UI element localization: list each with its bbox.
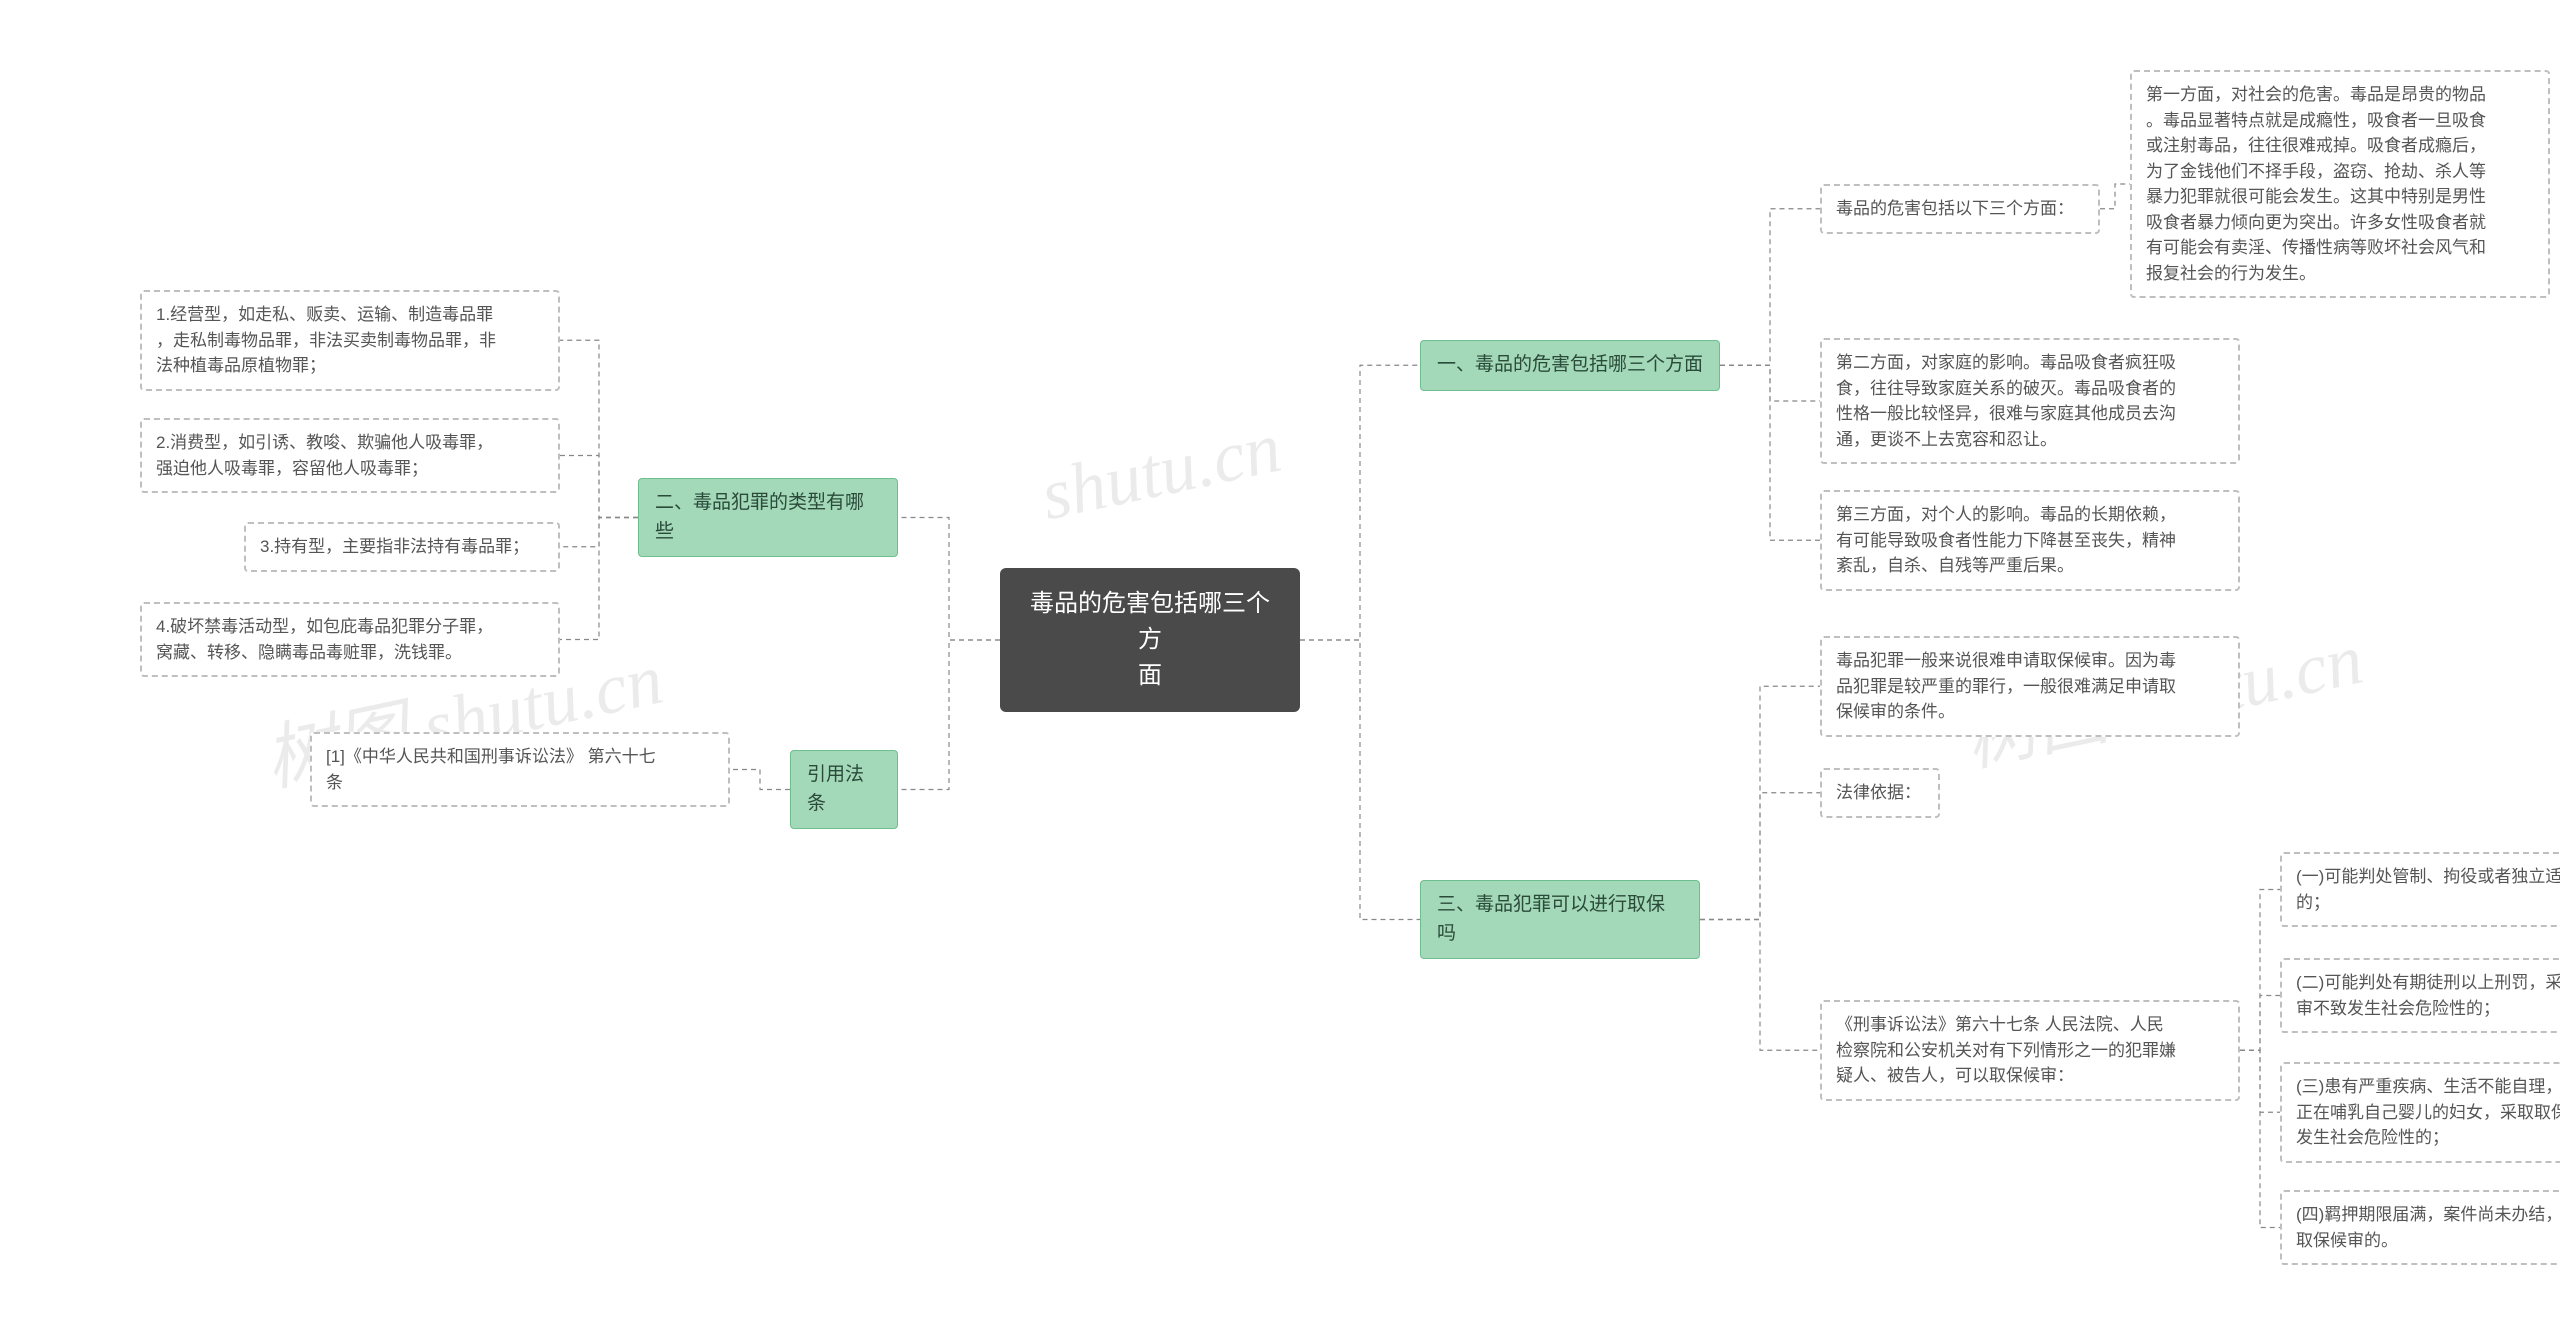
branch-b1: 一、毒品的危害包括哪三个方面: [1420, 340, 1720, 391]
leaf-b3c2: 法律依据：: [1820, 768, 1940, 818]
branch-bLaw: 引用法条: [790, 750, 898, 829]
leaf-b3c3: 《刑事诉讼法》第六十七条 人民法院、人民 检察院和公安机关对有下列情形之一的犯罪…: [1820, 1000, 2240, 1101]
leaf-b1c1: 毒品的危害包括以下三个方面：: [1820, 184, 2100, 234]
leaf-bLawC1: [1]《中华人民共和国刑事诉讼法》 第六十七 条: [310, 732, 730, 807]
leaf-b3c1: 毒品犯罪一般来说很难申请取保候审。因为毒 品犯罪是较严重的罪行，一般很难满足申请…: [1820, 636, 2240, 737]
leaf-b1c3: 第三方面，对个人的影响。毒品的长期依赖， 有可能导致吸食者性能力下降甚至丧失，精…: [1820, 490, 2240, 591]
leaf-b2c1: 1.经营型，如走私、贩卖、运输、制造毒品罪 ，走私制毒物品罪，非法买卖制毒物品罪…: [140, 290, 560, 391]
leaf-b3c3a: (一)可能判处管制、拘役或者独立适用附加刑 的；: [2280, 852, 2560, 927]
leaf-b1c1a: 第一方面，对社会的危害。毒品是昂贵的物品 。毒品显著特点就是成瘾性，吸食者一旦吸…: [2130, 70, 2550, 298]
root-node: 毒品的危害包括哪三个方 面: [1000, 568, 1300, 712]
leaf-b2c2: 2.消费型，如引诱、教唆、欺骗他人吸毒罪， 强迫他人吸毒罪，容留他人吸毒罪；: [140, 418, 560, 493]
leaf-b1c2: 第二方面，对家庭的影响。毒品吸食者疯狂吸 食，往往导致家庭关系的破灭。毒品吸食者…: [1820, 338, 2240, 464]
leaf-b2c3: 3.持有型，主要指非法持有毒品罪；: [244, 522, 560, 572]
branch-b3: 三、毒品犯罪可以进行取保吗: [1420, 880, 1700, 959]
watermark-2: shutu.cn: [1034, 406, 1288, 537]
leaf-b3c3c: (三)患有严重疾病、生活不能自理，怀孕或者 正在哺乳自己婴儿的妇女，采取取保候审…: [2280, 1062, 2560, 1163]
leaf-b3c3b: (二)可能判处有期徒刑以上刑罚，采取取保候 审不致发生社会危险性的；: [2280, 958, 2560, 1033]
branch-b2: 二、毒品犯罪的类型有哪些: [638, 478, 898, 557]
leaf-b3c3d: (四)羁押期限届满，案件尚未办结，需要采取 取保候审的。: [2280, 1190, 2560, 1265]
leaf-b2c4: 4.破坏禁毒活动型，如包庇毒品犯罪分子罪， 窝藏、转移、隐瞒毒品毒赃罪，洗钱罪。: [140, 602, 560, 677]
